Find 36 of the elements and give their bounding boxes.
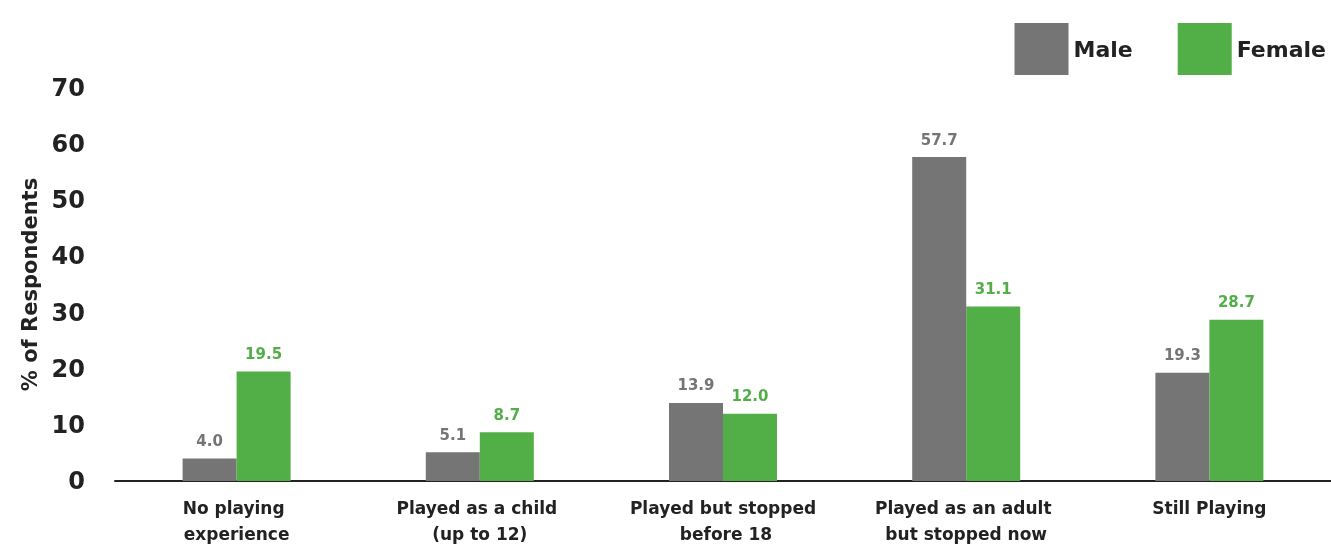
y-axis-title: % of Respondents — [17, 177, 42, 392]
data-label: 31.1 — [974, 279, 1012, 298]
data-label: 5.1 — [439, 425, 467, 444]
data-label: 4.0 — [196, 432, 223, 451]
bar — [912, 157, 967, 481]
x-tick-label: No playing experience — [182, 498, 291, 544]
y-tick-label: 0 — [68, 467, 85, 495]
data-label: 19.5 — [245, 345, 283, 364]
bar — [1209, 319, 1264, 481]
bar — [182, 458, 237, 481]
data-label: 12.0 — [731, 387, 769, 406]
data-label: 57.7 — [920, 130, 958, 149]
x-tick-label: Played but stopped before 18 — [629, 498, 817, 544]
bar — [479, 432, 534, 481]
bar — [236, 371, 291, 481]
y-tick-label: 20 — [51, 354, 85, 383]
y-tick-label: 60 — [51, 130, 85, 159]
y-tick-label: 40 — [51, 242, 85, 271]
bar — [425, 452, 480, 481]
bar — [966, 306, 1021, 481]
x-tick-label: Played as an adult but stopped now — [874, 498, 1058, 544]
bar — [723, 413, 777, 481]
bar — [669, 402, 723, 481]
data-label: 28.7 — [1217, 293, 1255, 312]
data-label: 19.3 — [1163, 346, 1201, 365]
bar — [1155, 372, 1210, 481]
y-tick-label: 10 — [51, 410, 85, 439]
x-tick-label: Still Playing — [1152, 498, 1267, 518]
y-tick-label: 30 — [51, 298, 85, 327]
y-tick-label: 50 — [51, 186, 85, 215]
legend-label: Female — [1236, 36, 1327, 62]
y-tick-label: 70 — [51, 74, 85, 102]
data-label: 8.7 — [493, 405, 521, 424]
data-label: 13.9 — [677, 376, 715, 395]
legend-label: Male — [1073, 36, 1133, 62]
x-tick-label: Played as a child (up to 12) — [396, 498, 564, 544]
